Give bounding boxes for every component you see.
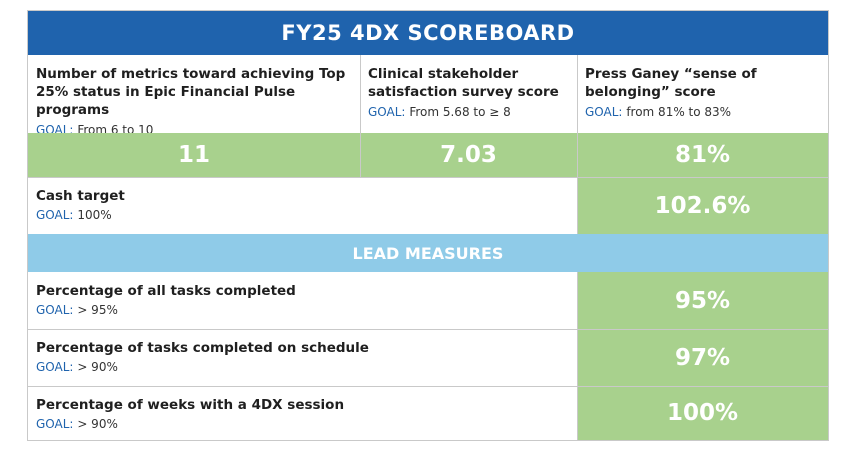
lead-row-value: 100% [577, 386, 828, 440]
divider [28, 177, 828, 178]
lead-row-value: 97% [577, 329, 828, 386]
divider [577, 272, 578, 440]
lead-row-value: 95% [577, 272, 828, 329]
divider [28, 386, 828, 387]
lead-row-label: Percentage of weeks with a 4DX session G… [28, 386, 577, 440]
metric-header-belonging: Press Ganey “sense of belonging” score G… [577, 55, 828, 133]
metric-name: Number of metrics toward achieving Top 2… [36, 66, 346, 118]
divider [28, 329, 828, 330]
metric-header-stakeholder: Clinical stakeholder satisfaction survey… [360, 55, 577, 133]
scoreboard: FY25 4DX SCOREBOARD Number of metrics to… [27, 10, 829, 441]
lead-row-label: Percentage of all tasks completed GOAL: … [28, 272, 577, 329]
row-goal: GOAL: > 90% [36, 417, 118, 431]
metric-name: Clinical stakeholder satisfaction survey… [368, 66, 559, 100]
metric-goal: GOAL: from 81% to 83% [585, 105, 732, 119]
row-goal: GOAL: > 95% [36, 303, 118, 317]
divider [360, 55, 361, 177]
row-goal: GOAL: 100% [36, 208, 112, 222]
metric-name: Press Ganey “sense of belonging” score [585, 66, 757, 100]
divider [577, 177, 578, 234]
metric-value-stakeholder: 7.03 [360, 133, 577, 177]
row-name: Cash target [36, 188, 125, 204]
row-name: Percentage of all tasks completed [36, 283, 296, 299]
metric-value-belonging: 81% [577, 133, 828, 177]
cash-target-label: Cash target GOAL: 100% [28, 177, 577, 234]
scoreboard-title: FY25 4DX SCOREBOARD [28, 11, 828, 55]
row-name: Percentage of tasks completed on schedul… [36, 340, 369, 356]
metric-value-epic: 11 [28, 133, 360, 177]
row-goal: GOAL: > 90% [36, 360, 118, 374]
divider [577, 55, 578, 177]
metric-goal: GOAL: From 5.68 to ≥ 8 [368, 105, 511, 119]
lead-measures-header: LEAD MEASURES [28, 234, 828, 272]
metric-header-epic: Number of metrics toward achieving Top 2… [28, 55, 360, 137]
row-name: Percentage of weeks with a 4DX session [36, 397, 345, 413]
lead-row-label: Percentage of tasks completed on schedul… [28, 329, 577, 386]
cash-target-value: 102.6% [577, 177, 828, 234]
